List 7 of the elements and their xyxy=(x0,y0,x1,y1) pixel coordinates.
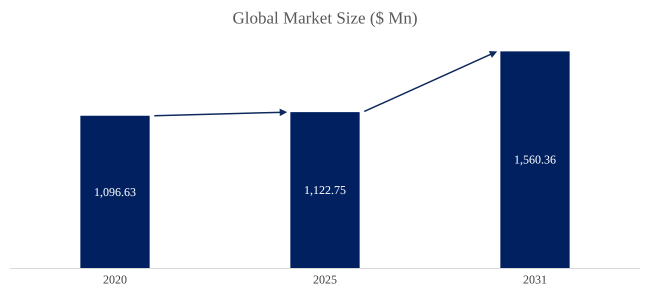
data-label: 1,096.63 xyxy=(94,184,136,199)
x-tick-label: 2025 xyxy=(313,272,337,286)
chart-title: Global Market Size ($ Mn) xyxy=(232,8,418,28)
x-tick-label: 2031 xyxy=(523,272,547,286)
x-tick-label: 2020 xyxy=(103,272,127,286)
data-label: 1,122.75 xyxy=(304,183,346,198)
data-label: 1,560.36 xyxy=(514,152,556,167)
